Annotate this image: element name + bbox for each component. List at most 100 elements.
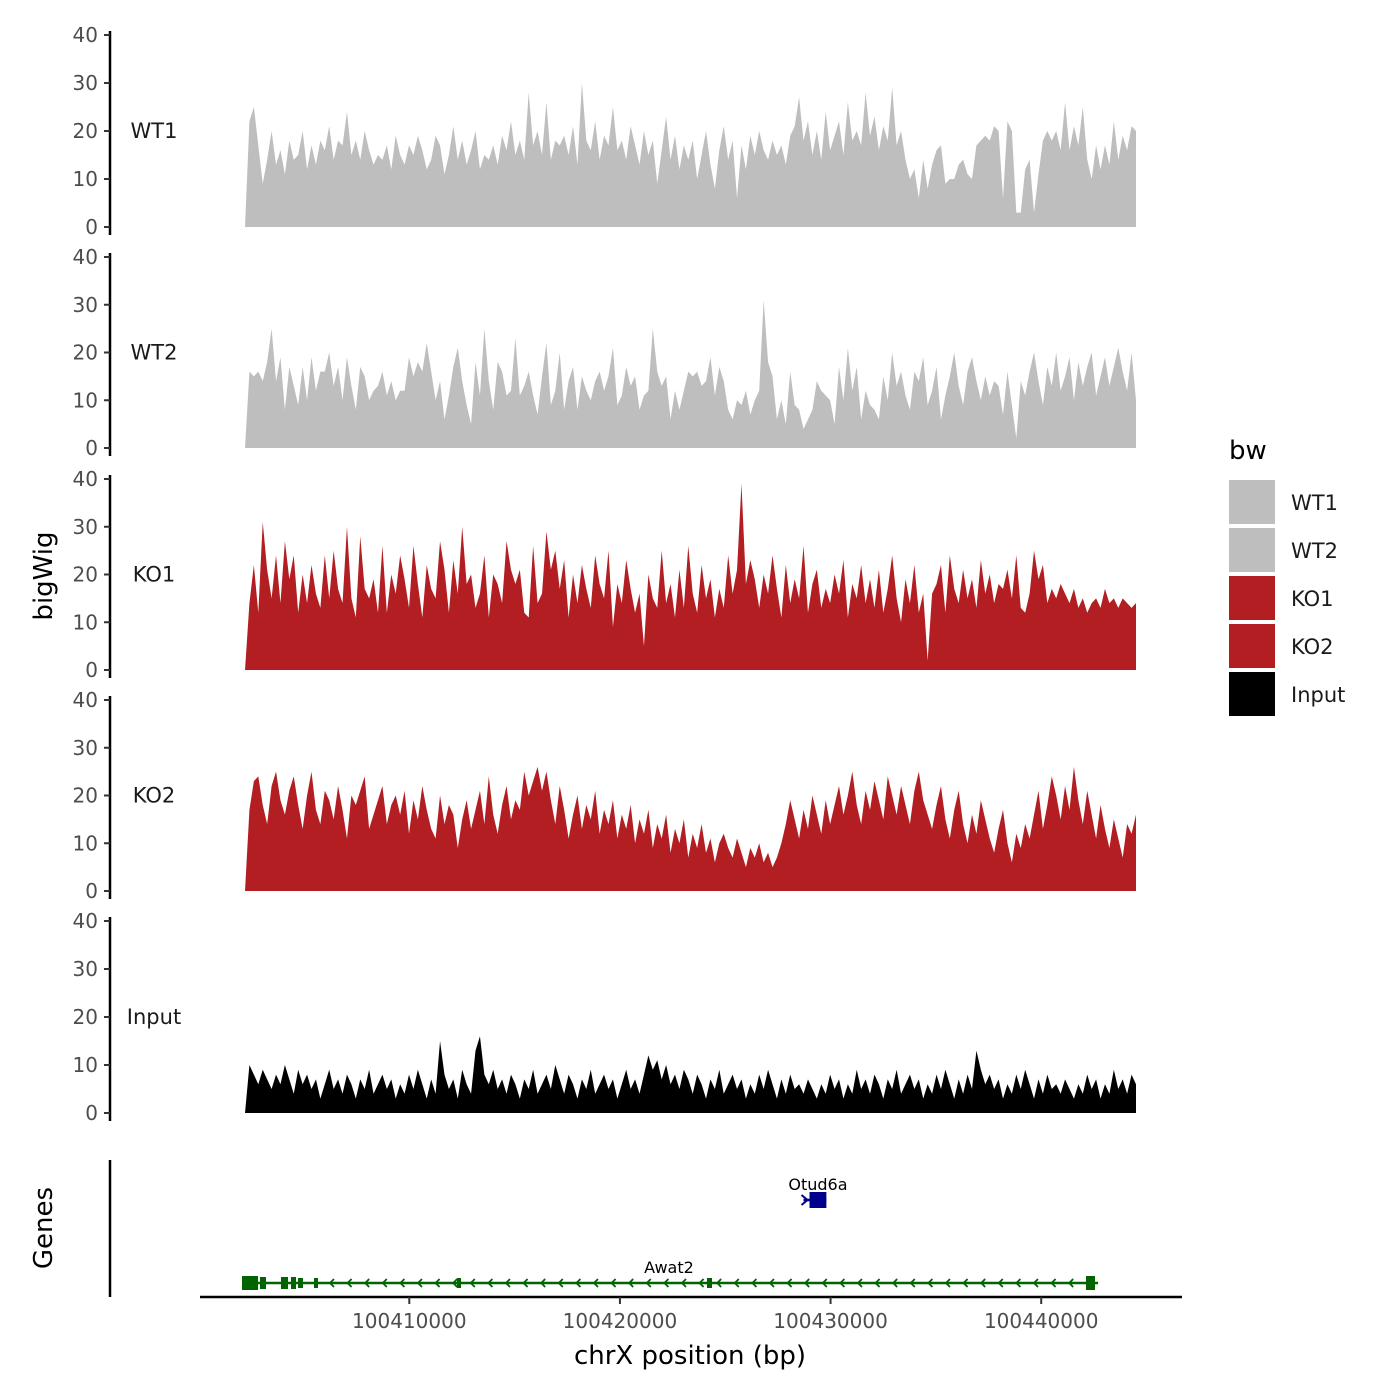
- y-tick-label-ko1-20: 20: [73, 563, 98, 587]
- gene-label-awat2: Awat2: [644, 1258, 694, 1277]
- gene-strand-arrow-awat2-34: [909, 1278, 916, 1288]
- y-tick-label-wt1-0: 0: [85, 215, 98, 239]
- genes-track-title: Genes: [29, 1187, 59, 1269]
- legend-label-ko1: KO1: [1291, 587, 1334, 611]
- gene-strand-arrow-awat2-18: [627, 1278, 634, 1288]
- legend-key-wt1: [1229, 480, 1275, 524]
- x-tick-label-100420000: 100420000: [563, 1309, 678, 1333]
- gene-strand-arrow-awat2-7: [434, 1278, 441, 1288]
- gene-strand-arrow-awat2-9: [469, 1278, 476, 1288]
- gene-strand-arrow-awat2-22: [698, 1278, 705, 1288]
- gene-strand-arrow-awat2-32: [874, 1278, 881, 1288]
- gene-strand-arrow-awat2-11: [504, 1278, 511, 1288]
- gene-strand-arrow-awat2-24: [733, 1278, 740, 1288]
- gene-strand-arrow-awat2-26: [768, 1278, 775, 1288]
- legend-label-ko2: KO2: [1291, 635, 1334, 659]
- legend-key-input: [1229, 672, 1275, 716]
- gene-strand-arrow-otud6a: [800, 1194, 810, 1206]
- gene-strand-arrow-awat2-36: [944, 1278, 951, 1288]
- track-label-input: Input: [127, 1005, 181, 1029]
- y-tick-label-wt1-30: 30: [73, 71, 98, 95]
- gene-strand-arrow-awat2-40: [1015, 1278, 1022, 1288]
- signal-area-input: [245, 1036, 1136, 1113]
- gene-strand-arrow-awat2-43: [1067, 1278, 1074, 1288]
- gene-strand-arrow-awat2-27: [786, 1278, 793, 1288]
- gene-strand-arrow-awat2-17: [610, 1278, 617, 1288]
- y-tick-label-ko1-0: 0: [85, 658, 98, 682]
- y-tick-label-ko2-20: 20: [73, 784, 98, 808]
- gene-strand-arrow-awat2-42: [1050, 1278, 1057, 1288]
- gene-strand-arrow-awat2-37: [962, 1278, 969, 1288]
- x-tick-label-100410000: 100410000: [352, 1309, 467, 1333]
- gene-strand-arrow-awat2-4: [381, 1278, 388, 1288]
- signal-area-wt2: [245, 299, 1136, 448]
- gene-strand-arrow-awat2-29: [821, 1278, 828, 1288]
- gene-strand-arrow-awat2-10: [487, 1278, 494, 1288]
- gene-strand-arrow-awat2-20: [663, 1278, 670, 1288]
- gene-strand-arrow-awat2-16: [592, 1278, 599, 1288]
- gene-exon-awat2-6: [314, 1278, 318, 1288]
- gene-strand-arrow-awat2-35: [927, 1278, 934, 1288]
- y-tick-label-ko1-40: 40: [73, 467, 98, 491]
- y-tick-label-wt1-10: 10: [73, 167, 98, 191]
- gene-strand-arrow-awat2-25: [751, 1278, 758, 1288]
- gene-strand-arrow-awat2-3: [363, 1278, 370, 1288]
- legend-label-wt1: WT1: [1291, 491, 1338, 515]
- y-tick-label-ko2-10: 10: [73, 831, 98, 855]
- gene-strand-arrow-awat2-19: [645, 1278, 652, 1288]
- legend-key-wt2: [1229, 528, 1275, 572]
- gene-strand-arrow-awat2-31: [856, 1278, 863, 1288]
- gene-strand-arrow-awat2-13: [539, 1278, 546, 1288]
- gene-exon-awat2-1: [242, 1276, 258, 1290]
- y-tick-label-ko2-40: 40: [73, 688, 98, 712]
- gene-label-otud6a: Otud6a: [788, 1175, 847, 1194]
- y-tick-label-wt1-40: 40: [73, 23, 98, 47]
- gene-strand-arrow-awat2-6: [416, 1278, 423, 1288]
- legend-key-ko2: [1229, 624, 1275, 668]
- gene-strand-arrow-awat2-21: [680, 1278, 687, 1288]
- gene-strand-arrow-awat2-8: [451, 1278, 458, 1288]
- gene-exon-awat2-2: [260, 1277, 266, 1289]
- y-tick-label-ko2-0: 0: [85, 879, 98, 903]
- gene-strand-arrow-awat2-33: [891, 1278, 898, 1288]
- x-tick-label-100440000: 100440000: [984, 1309, 1099, 1333]
- legend-label-input: Input: [1291, 683, 1345, 707]
- gene-strand-arrow-awat2-14: [557, 1278, 564, 1288]
- y-tick-label-wt2-30: 30: [73, 293, 98, 317]
- gene-exon-awat2-4: [291, 1277, 296, 1289]
- gene-strand-arrow-awat2-15: [575, 1278, 582, 1288]
- legend-label-wt2: WT2: [1291, 539, 1338, 563]
- y-tick-label-ko2-30: 30: [73, 736, 98, 760]
- y-tick-label-wt2-40: 40: [73, 245, 98, 269]
- legend-key-ko1: [1229, 576, 1275, 620]
- y-tick-label-ko1-10: 10: [73, 610, 98, 634]
- gene-strand-arrow-awat2-23: [715, 1278, 722, 1288]
- track-label-wt2: WT2: [131, 341, 178, 365]
- signal-area-ko1: [245, 483, 1136, 670]
- track-label-ko1: KO1: [133, 563, 176, 587]
- gene-exon-awat2-8: [707, 1278, 712, 1288]
- gene-exon-awat2-9: [1086, 1276, 1095, 1290]
- y-tick-label-wt2-20: 20: [73, 341, 98, 365]
- legend-title: bw: [1229, 436, 1267, 466]
- y-tick-label-wt1-20: 20: [73, 119, 98, 143]
- y-tick-label-input-20: 20: [73, 1005, 98, 1029]
- y-tick-label-ko1-30: 30: [73, 515, 98, 539]
- x-tick-label-100430000: 100430000: [773, 1309, 888, 1333]
- gene-strand-arrow-awat2-2: [346, 1278, 353, 1288]
- y-tick-label-input-0: 0: [85, 1101, 98, 1125]
- y-axis-title: bigWig: [29, 531, 59, 620]
- y-tick-label-input-30: 30: [73, 957, 98, 981]
- y-tick-label-wt2-10: 10: [73, 388, 98, 412]
- gene-strand-arrow-awat2-5: [399, 1278, 406, 1288]
- gene-exon-awat2-7: [457, 1278, 461, 1288]
- gene-strand-arrow-awat2-30: [839, 1278, 846, 1288]
- gene-strand-arrow-awat2-1: [328, 1278, 335, 1288]
- track-label-ko2: KO2: [133, 784, 176, 808]
- signal-area-ko2: [245, 766, 1136, 891]
- signal-area-wt1: [245, 83, 1136, 227]
- gene-exon-awat2-5: [298, 1278, 303, 1288]
- y-tick-label-input-40: 40: [73, 909, 98, 933]
